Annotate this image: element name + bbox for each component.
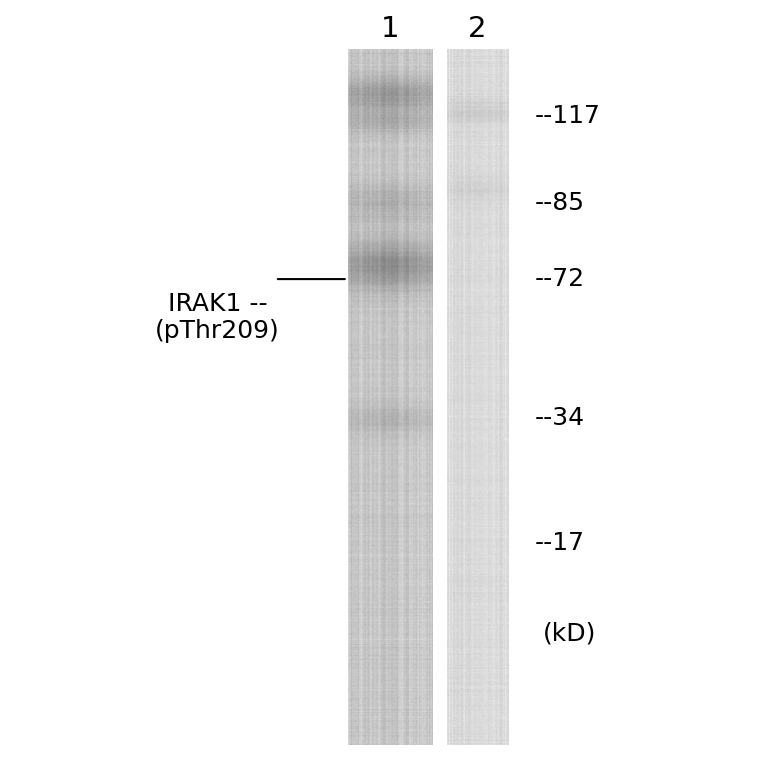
- Text: IRAK1 --: IRAK1 --: [168, 292, 267, 316]
- Text: (kD): (kD): [542, 622, 596, 646]
- Text: --117: --117: [535, 104, 601, 128]
- Text: --17: --17: [535, 531, 584, 555]
- Text: 1: 1: [380, 15, 399, 43]
- Text: --85: --85: [535, 190, 584, 215]
- Text: 2: 2: [468, 15, 487, 43]
- Text: --72: --72: [535, 267, 585, 291]
- Text: --34: --34: [535, 406, 585, 430]
- Text: (pThr209): (pThr209): [155, 319, 280, 342]
